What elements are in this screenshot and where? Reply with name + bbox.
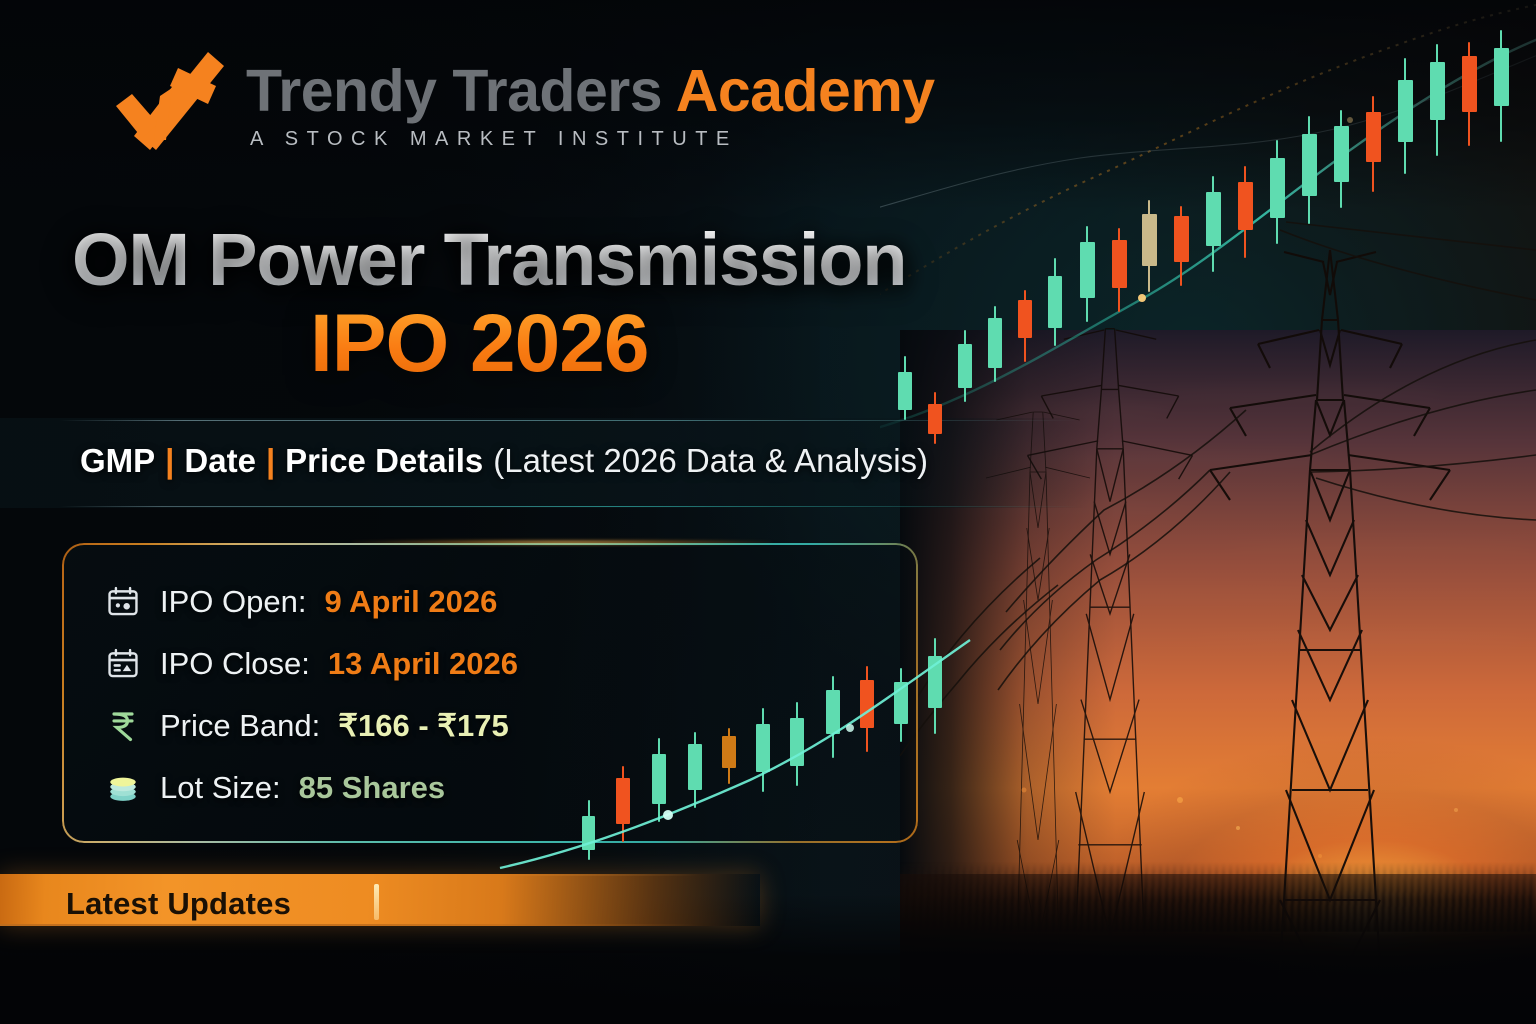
ipo-details-list: IPO Open: 9 April 2026 IPO Cl: [104, 571, 518, 819]
detail-value-price-band: ₹166 - ₹175: [338, 708, 509, 743]
subtitle-separator-2: |: [265, 442, 276, 479]
detail-value-ipo-open: 9 April 2026: [324, 584, 498, 619]
rupee-icon: [104, 707, 142, 745]
detail-value-lot-size: 85 Shares: [298, 770, 446, 805]
headline-line2: IPO 2026: [310, 301, 1072, 386]
latest-updates-label: Latest Updates: [66, 886, 292, 921]
detail-label-ipo-open: IPO Open:: [160, 584, 307, 619]
detail-row-price-band: Price Band: ₹166 - ₹175: [104, 695, 518, 757]
candlestick-bars: [880, 0, 1536, 460]
subtitle-price-details: Price Details: [285, 442, 484, 479]
detail-label-ipo-close: IPO Close:: [160, 646, 310, 681]
detail-label-price-band: Price Band:: [160, 708, 321, 743]
page-title: OM Power Transmission IPO 2026: [72, 221, 1072, 387]
subtitle-date: Date: [184, 442, 256, 479]
coin-stack-icon: [104, 769, 142, 807]
brand-name-part1: Trendy Traders: [246, 57, 676, 124]
detail-label-lot-size: Lot Size:: [160, 770, 281, 805]
detail-row-lot-size: Lot Size: 85 Shares: [104, 757, 518, 819]
detail-value-ipo-close: 13 April 2026: [327, 646, 519, 681]
card-top-glow: [352, 540, 772, 545]
subtitle-rule-bottom: [60, 506, 1080, 507]
brand-name: Trendy Traders Academy: [246, 57, 935, 124]
subtitle-separator-1: |: [165, 442, 175, 479]
calendar-event-icon: [104, 645, 142, 683]
subtitle-gmp: GMP: [80, 442, 156, 479]
subtitle: GMP | Date | Price Details (Latest 2026 Data …: [80, 440, 928, 483]
brand-logo[interactable]: Trendy Traders Academy A STOCK MARKET IN…: [112, 44, 935, 168]
calendar-icon: [104, 583, 142, 621]
latest-updates-bar[interactable]: [0, 874, 760, 926]
headline-line1: OM Power Transmission: [72, 221, 1072, 298]
updates-bar-bottom-edge: [0, 924, 760, 926]
updates-caret: [374, 884, 379, 920]
subtitle-rule-top: [60, 420, 1080, 421]
brand-tagline: A STOCK MARKET INSTITUTE: [250, 128, 738, 151]
detail-row-ipo-open: IPO Open: 9 April 2026: [104, 571, 518, 633]
subtitle-band: [0, 418, 1090, 508]
rising-trend-line: [499, 639, 971, 870]
logo-candlestick-arrow-icon: [116, 52, 224, 150]
detail-row-ipo-close: IPO Close: 13 April 2026: [104, 633, 518, 695]
subtitle-note: (Latest 2026 Data & Analysis): [493, 442, 929, 479]
brand-name-part2: Academy: [675, 57, 935, 124]
